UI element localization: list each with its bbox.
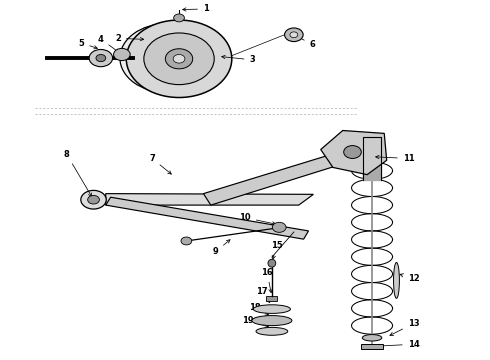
Text: 12: 12 — [400, 274, 419, 283]
Polygon shape — [321, 131, 387, 175]
Bar — [361, 343, 383, 349]
Text: 19: 19 — [242, 316, 269, 327]
Text: 14: 14 — [376, 340, 419, 349]
Circle shape — [126, 20, 232, 98]
Text: 17: 17 — [256, 287, 270, 302]
Text: 11: 11 — [376, 154, 415, 163]
Circle shape — [285, 28, 303, 41]
Text: 13: 13 — [390, 319, 419, 336]
Text: 6: 6 — [297, 36, 316, 49]
Text: 2: 2 — [115, 34, 144, 43]
Circle shape — [88, 195, 99, 204]
Text: 10: 10 — [239, 213, 276, 225]
Circle shape — [181, 237, 192, 245]
Circle shape — [120, 24, 214, 93]
Circle shape — [144, 33, 214, 85]
Circle shape — [272, 222, 286, 232]
Ellipse shape — [362, 334, 382, 341]
Text: 15: 15 — [271, 241, 283, 259]
Text: 16: 16 — [261, 268, 273, 293]
Circle shape — [343, 145, 361, 158]
Text: 5: 5 — [78, 39, 98, 49]
Circle shape — [81, 190, 106, 209]
Ellipse shape — [253, 305, 291, 314]
Bar — [267, 296, 277, 301]
Polygon shape — [203, 153, 343, 205]
Circle shape — [173, 54, 185, 63]
Circle shape — [96, 54, 106, 62]
Ellipse shape — [252, 316, 292, 325]
Circle shape — [173, 14, 184, 22]
Circle shape — [114, 48, 130, 60]
Polygon shape — [106, 197, 309, 239]
Ellipse shape — [393, 262, 399, 298]
Text: 7: 7 — [149, 154, 171, 174]
Circle shape — [89, 49, 113, 67]
Text: 4: 4 — [98, 35, 119, 52]
Text: 3: 3 — [222, 55, 255, 64]
Ellipse shape — [268, 259, 276, 267]
Text: 1: 1 — [183, 4, 209, 13]
Circle shape — [165, 49, 193, 69]
Polygon shape — [106, 194, 314, 205]
Circle shape — [290, 32, 298, 38]
Ellipse shape — [256, 327, 288, 335]
Text: 18: 18 — [249, 303, 269, 315]
Text: 8: 8 — [64, 150, 92, 197]
Text: 9: 9 — [213, 240, 230, 256]
